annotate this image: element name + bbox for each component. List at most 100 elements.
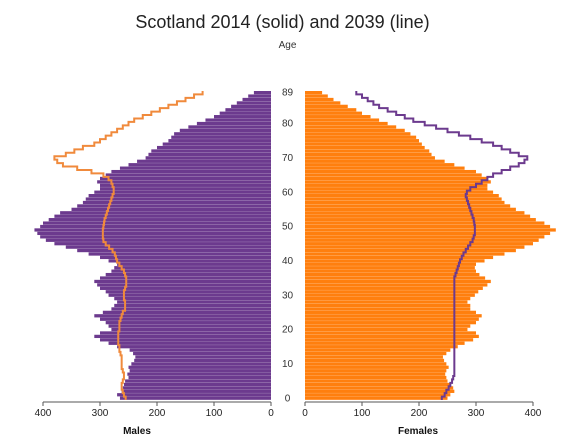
female-bar (305, 351, 447, 356)
male-bar (43, 221, 271, 225)
male-bar (128, 375, 271, 380)
male-bar (128, 365, 271, 369)
male-bar (85, 197, 271, 201)
axis-tick-label: 100 (206, 408, 223, 419)
female-bar (305, 369, 447, 373)
male-bar (100, 286, 271, 290)
female-bar (305, 321, 476, 325)
male-bar (100, 338, 271, 342)
female-bar (305, 194, 499, 198)
male-bar (133, 351, 271, 356)
male-bar (94, 279, 271, 284)
female-bar (305, 355, 443, 359)
female-bar (305, 173, 482, 177)
axis-tick-label: 400 (35, 408, 52, 419)
female-bar (305, 101, 341, 105)
male-bar (157, 145, 271, 150)
male-bar (137, 159, 271, 163)
male-bar (114, 303, 271, 308)
female-bar (305, 362, 447, 366)
male-bar (114, 297, 271, 301)
female-bar (305, 269, 476, 273)
female-bar (305, 228, 556, 232)
male-bar (105, 173, 271, 177)
female-bar (305, 108, 357, 112)
female-bar (305, 327, 468, 332)
male-bar (123, 382, 271, 387)
age-tick-label: 30 (282, 290, 294, 301)
female-bar (305, 297, 471, 301)
male-bar (162, 142, 271, 146)
male-bar (77, 248, 271, 253)
female-bar (305, 266, 475, 270)
male-bar (105, 321, 271, 325)
female-bar (305, 300, 468, 304)
female-bar (305, 242, 533, 246)
female-bar (305, 190, 494, 194)
age-axis-label: Age (279, 40, 297, 51)
male-bar (168, 139, 271, 143)
female-bar (305, 293, 475, 297)
male-bar (100, 317, 271, 321)
female-bar (305, 163, 455, 167)
male-bar (97, 283, 272, 287)
male-bar (37, 231, 271, 236)
age-tick-label: 50 (282, 222, 294, 233)
male-bar (117, 300, 271, 304)
male-bar (108, 324, 271, 328)
female-bar (305, 307, 471, 311)
female-bar (305, 149, 430, 153)
male-bar (100, 176, 271, 181)
female-bar (305, 187, 488, 191)
female-bar (305, 211, 525, 215)
male-bar (179, 128, 271, 133)
female-bar (305, 290, 479, 294)
male-bar (196, 121, 271, 126)
male-bar (134, 358, 271, 363)
male-bar (205, 118, 271, 122)
axis-tick-label: 0 (302, 408, 308, 419)
age-tick-label: 60 (282, 187, 294, 198)
male-bar (105, 290, 271, 294)
male-bar (128, 163, 271, 167)
male-bar (119, 396, 271, 400)
male-bar (225, 108, 271, 112)
male-bar (71, 207, 271, 211)
female-bar (305, 224, 551, 229)
female-bar (305, 183, 488, 187)
male-bar (111, 327, 272, 332)
female-bar (305, 310, 476, 314)
age-tick-label: 80 (282, 119, 294, 130)
female-bar (305, 259, 485, 263)
male-bar (119, 166, 271, 170)
axis-tick-label: 200 (149, 408, 166, 419)
male-bar (102, 310, 271, 314)
male-bar (97, 180, 272, 184)
female-bar (305, 279, 491, 284)
female-bar (305, 139, 419, 143)
female-bar (305, 375, 447, 380)
female-bar (305, 272, 480, 277)
male-bar (117, 262, 271, 266)
age-tick-label: 20 (282, 325, 294, 336)
male-bar (60, 211, 271, 215)
female-2039-line (355, 91, 529, 400)
female-bar (305, 317, 479, 321)
female-bar (305, 135, 417, 139)
male-bar (248, 94, 271, 98)
female-bar (305, 248, 516, 253)
axis-tick-label: 100 (354, 408, 371, 419)
female-bar (305, 214, 531, 218)
male-bar (188, 125, 271, 129)
male-bar (174, 132, 271, 136)
axis-tick-label: 400 (525, 408, 542, 419)
male-bar (100, 183, 271, 187)
female-bar (305, 372, 446, 376)
female-bar (305, 348, 451, 352)
axis-tick-label: 0 (268, 408, 274, 419)
male-bar (231, 104, 271, 108)
female-bar (305, 389, 455, 393)
male-2039-line (53, 91, 204, 400)
female-bar (305, 166, 465, 170)
male-bar (151, 149, 271, 153)
